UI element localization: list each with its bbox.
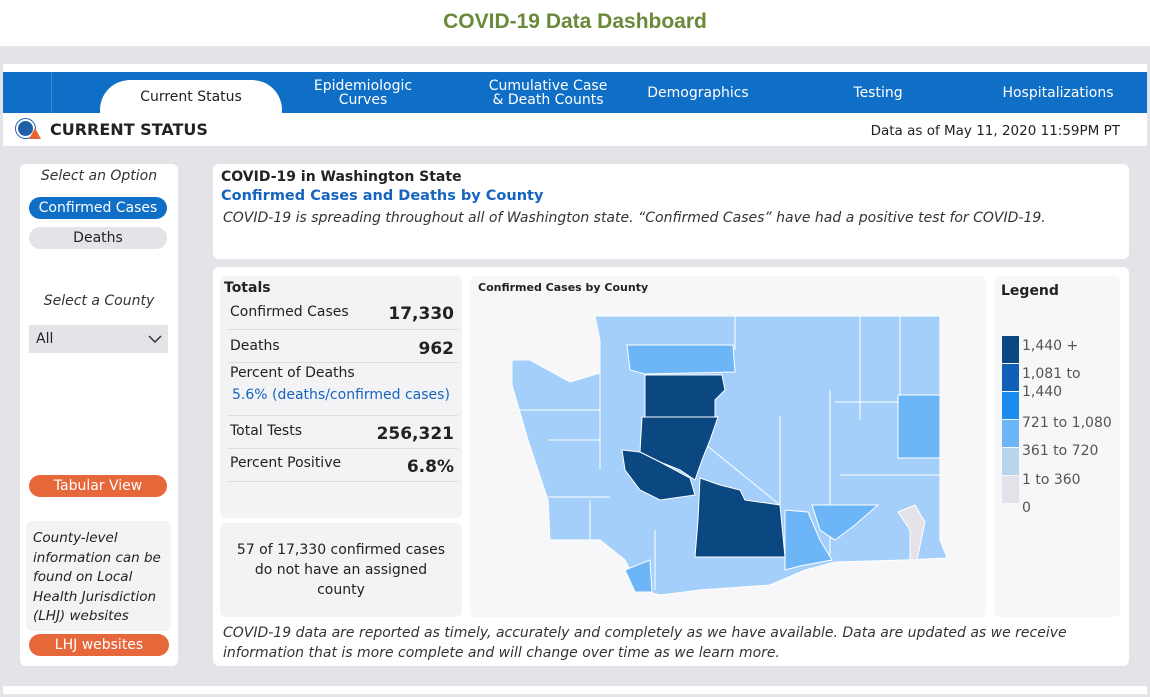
legend-label: 0 [1022, 500, 1031, 516]
county-king [644, 374, 726, 418]
tab-testing[interactable]: Testing [853, 84, 903, 101]
lhj-note: County-level information can be found on… [33, 530, 161, 624]
tab-cumulative-counts[interactable]: Cumulative Case & Death Counts [458, 72, 638, 113]
tab-label: & Death Counts [492, 91, 604, 108]
county-walla-walla [811, 504, 880, 541]
legend-swatch [1002, 364, 1019, 391]
option-confirmed-cases[interactable]: Confirmed Cases [29, 197, 167, 219]
legend-label: 1,081 to 1,440 [1022, 366, 1081, 400]
positive-row: Percent Positive 6.8% [228, 449, 458, 482]
legend-label: 361 to 720 [1022, 443, 1099, 459]
legend-swatch [1002, 392, 1019, 419]
map-title: Confirmed Cases by County [478, 281, 649, 294]
dashboard-title: COVID-19 Data Dashboard [443, 10, 707, 33]
intro-subheading: Confirmed Cases and Deaths by County [221, 188, 544, 204]
county-thurston [621, 449, 696, 501]
data-as-of: Data as of May 11, 2020 11:59PM PT [870, 123, 1120, 139]
county-dropdown[interactable]: All [29, 325, 168, 353]
legend-title: Legend [1001, 283, 1059, 299]
pct-deaths-row: Percent of Deaths 5.6% (deaths/confirmed … [228, 363, 458, 416]
intro-heading: COVID-19 in Washington State [221, 169, 462, 185]
positive-value: 6.8% [406, 457, 454, 477]
label: Percent of Deaths [230, 365, 355, 381]
lhj-websites-button[interactable]: LHJ websites [29, 634, 169, 656]
legend-swatch [1002, 476, 1019, 503]
tests-value: 256,321 [376, 424, 454, 444]
intro-text: COVID-19 is spreading throughout all of … [223, 210, 1046, 226]
deaths-row: Deaths 962 [228, 330, 458, 363]
confirmed-value: 17,330 [388, 304, 454, 324]
unassigned-note: 57 of 17,330 confirmed cases do not have… [220, 523, 462, 617]
tab-epidemiologic-curves[interactable]: Epidemiologic Curves [273, 72, 453, 113]
pct-deaths-value: 5.6% (deaths/confirmed cases) [232, 387, 450, 403]
tab-demographics[interactable]: Demographics [647, 84, 749, 101]
tab-label: Curves [338, 91, 388, 108]
county-garfield [897, 504, 926, 561]
confirmed-row: Confirmed Cases 17,330 [228, 298, 458, 330]
label: Deaths [230, 338, 280, 354]
legend-swatch [1002, 448, 1019, 475]
county-snohomish [626, 344, 736, 375]
select-county-label: Select a County [43, 293, 155, 309]
tab-current-status[interactable]: Current Status [100, 80, 282, 113]
chevron-down-icon [148, 335, 162, 343]
county-spokane [897, 394, 941, 459]
label: Total Tests [230, 423, 303, 439]
county-value: All [36, 331, 54, 347]
tab-label: Epidemiologic [313, 77, 413, 94]
county-benton [784, 509, 833, 571]
legend-swatch [1002, 336, 1019, 363]
label: Confirmed Cases [230, 304, 349, 320]
legend-label: 1 to 360 [1022, 472, 1081, 488]
globe-alert-icon [16, 118, 41, 140]
tabular-view-button[interactable]: Tabular View [29, 475, 167, 497]
label: Percent Positive [230, 455, 342, 471]
county-yakima [694, 477, 786, 558]
tab-hospitalizations[interactable]: Hospitalizations [1002, 84, 1114, 101]
select-option-label: Select an Option [40, 168, 158, 184]
county-clark [624, 559, 653, 593]
tests-row: Total Tests 256,321 [228, 416, 458, 449]
deaths-value: 962 [418, 339, 455, 359]
legend-label: 721 to 1,080 [1022, 415, 1112, 431]
legend-swatch [1002, 420, 1019, 447]
tab-label: Cumulative Case [488, 77, 608, 94]
legend-label: 1,440 + [1022, 338, 1079, 354]
section-title: CURRENT STATUS [50, 119, 208, 139]
option-deaths[interactable]: Deaths [29, 227, 167, 249]
footer-note: COVID-19 data are reported as timely, ac… [223, 625, 1067, 661]
totals-heading: Totals [224, 280, 271, 296]
intro-card [213, 164, 1129, 259]
